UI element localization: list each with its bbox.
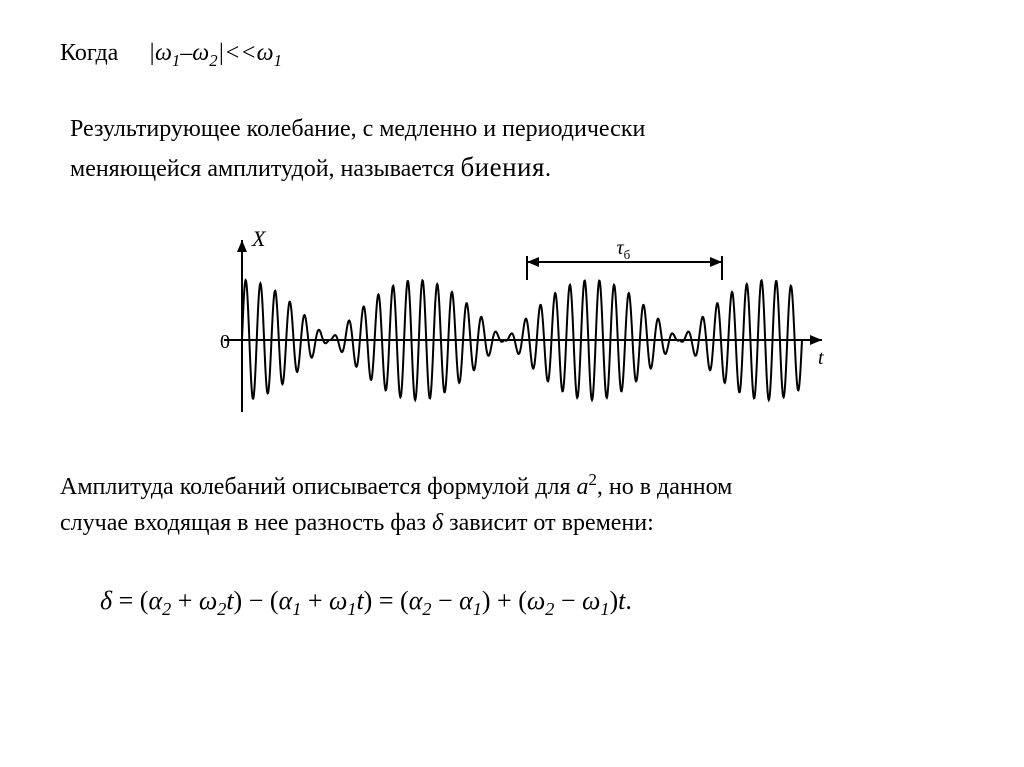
var-a: a xyxy=(576,474,588,500)
beats-term: биения xyxy=(460,152,545,182)
para2-b: , но в данном xyxy=(597,474,732,500)
amplitude-paragraph: Амплитуда колебаний описывается формулой… xyxy=(60,467,974,541)
svg-text:0: 0 xyxy=(220,331,230,353)
svg-text:τб: τб xyxy=(617,237,631,262)
condition-expression: |ω1–ω2|<<ω1 xyxy=(148,40,282,66)
beats-diagram: Xt 0 τб xyxy=(182,222,842,432)
svg-text:X: X xyxy=(251,226,267,251)
svg-text:t: t xyxy=(818,347,824,369)
definition-paragraph: Результирующее колебание, с медленно и п… xyxy=(70,111,974,188)
var-a-sup: 2 xyxy=(588,470,596,489)
para1-line2b: . xyxy=(545,156,551,182)
condition-line: Когда |ω1–ω2|<<ω1 xyxy=(60,40,974,71)
beats-diagram-container: Xt 0 τб xyxy=(50,222,974,432)
var-delta: δ xyxy=(432,510,443,536)
condition-word: Когда xyxy=(60,40,118,66)
para1-line2a: меняющейся амплитудой, называется xyxy=(70,156,460,182)
para1-line1: Результирующее колебание, с медленно и п… xyxy=(70,116,645,142)
para2-a: Амплитуда колебаний описывается формулой… xyxy=(60,474,576,500)
phase-difference-equation: δ = (α2 + ω2t) − (α1 + ω1t) = (α2 − α1) … xyxy=(100,586,974,620)
para2-c: случае входящая в нее разность фаз xyxy=(60,510,432,536)
para2-d: зависит от времени: xyxy=(443,510,654,536)
